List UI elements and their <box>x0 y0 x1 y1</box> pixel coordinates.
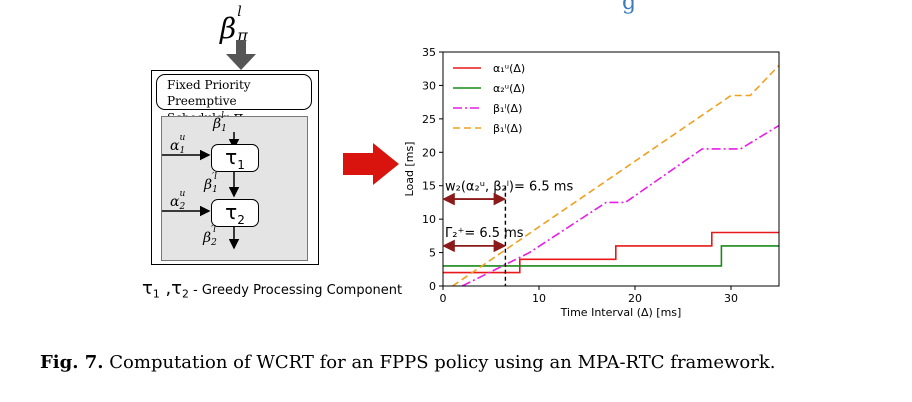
x-tick-label: 20 <box>628 292 642 305</box>
series-line-4 <box>452 64 780 287</box>
x-tick-label: 0 <box>440 292 447 305</box>
legend-label-3: β₁ˡ(Δ) <box>493 102 522 115</box>
y-tick-label: 30 <box>422 79 436 92</box>
y-axis-label: Load [ms] <box>403 142 416 197</box>
y-tick-label: 15 <box>422 180 436 193</box>
wcrt-formula-label: w₂(α₂ᵘ, β₂ˡ)= 6.5 ms <box>445 179 573 194</box>
component-arrows <box>162 132 240 250</box>
x-tick-label: 10 <box>532 292 546 305</box>
y-tick-label: 35 <box>422 46 436 59</box>
beta1-prime-label: β ′l 1 <box>204 172 218 195</box>
top-link-fragment: g <box>622 0 637 15</box>
wcrt-chart: 0 10 20 30 0 5 10 15 20 25 30 35 Time Interval (Δ) [… <box>403 46 780 319</box>
figure-label: Fig. 7. <box>40 352 104 373</box>
legend-label-2: α₂ᵘ(Δ) <box>493 82 525 95</box>
input-arrow-icon <box>226 40 256 70</box>
y-tick-label: 5 <box>429 247 436 260</box>
tau2-node: τ2 <box>211 199 259 227</box>
transition-arrow-icon <box>343 143 399 185</box>
plot-frame <box>442 51 780 287</box>
series-line-3 <box>461 124 780 287</box>
series-line-2 <box>443 245 779 267</box>
scheduler-line1: Fixed Priority <box>167 78 251 92</box>
gamma-label: Γ₂⁺= 6.5 ms <box>445 226 524 241</box>
figure-caption-text: Computation of WCRT for an FPPS policy u… <box>109 352 776 373</box>
figure-caption: Fig. 7. Computation of WCRT for an FPPS … <box>40 352 775 373</box>
component-label: τ1 ,τ2 - Greedy Processing Component <box>142 278 403 301</box>
y-tick-label: 10 <box>422 213 436 226</box>
x-axis-label: Time Interval (Δ) [ms] <box>560 306 682 319</box>
y-tick-label: 25 <box>422 113 436 126</box>
legend-label-4: β₁ˡ(Δ) <box>493 122 522 135</box>
series-line-1 <box>443 231 779 274</box>
scheduler-box: Fixed Priority Preemptive Scheduler:π <box>156 74 312 125</box>
y-tick-label: 20 <box>422 146 436 159</box>
diagram: β l π Fixed Priority Preemptive Schedule… <box>0 0 403 320</box>
y-tick-label: 0 <box>429 280 436 293</box>
tau1-node: τ1 <box>211 144 259 172</box>
x-tick-label: 30 <box>724 292 738 305</box>
legend-label-1: α₁ᵘ(Δ) <box>493 62 525 75</box>
beta-top-label: β l π <box>220 4 248 45</box>
beta2-prime-label: β ′l 2 <box>203 225 217 248</box>
